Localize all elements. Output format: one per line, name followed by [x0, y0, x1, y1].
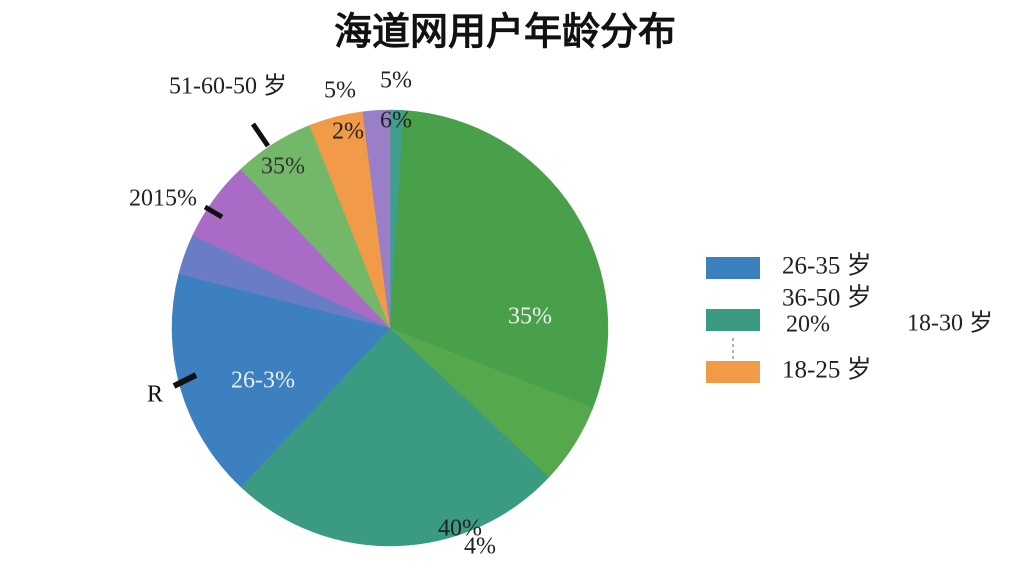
- pie: [171, 109, 609, 547]
- annotation: 35%: [508, 304, 552, 330]
- annotation: 5%: [380, 68, 412, 94]
- annotation: 20%: [786, 312, 830, 338]
- legend: 26-35 岁 36-50 岁 18-25 岁: [706, 252, 872, 384]
- annotation: 35%: [261, 154, 305, 180]
- annotation: R: [147, 382, 163, 408]
- annotations: 51-60-50 岁 5% 5% 2% 6% 35% 2015% 35% 26-3% R 40%4%…: [129, 68, 993, 560]
- annotation: 2%: [332, 119, 364, 145]
- legend-swatch: [706, 257, 760, 279]
- annotation: 2015%: [129, 186, 197, 212]
- legend-label: 36-50 岁: [782, 284, 872, 312]
- leader-line: [203, 204, 224, 220]
- legend-swatch: [706, 309, 760, 331]
- leader-line: [172, 372, 198, 389]
- annotation: 4%: [464, 534, 496, 560]
- legend-label: 18-25 岁: [782, 356, 872, 384]
- annotation: 6%: [380, 108, 412, 134]
- pie-slice: [389, 110, 609, 409]
- annotation: 5%: [324, 78, 356, 104]
- leader-line: [250, 122, 271, 148]
- pie-slice: [240, 327, 550, 547]
- legend-label: 26-35 岁: [782, 252, 872, 280]
- annotation: 51-60-50 岁: [169, 73, 287, 100]
- legend-swatch: [706, 361, 760, 383]
- annotation: 18-30 岁: [907, 310, 993, 337]
- pie-slice: [362, 109, 391, 329]
- annotation: 26-3%: [231, 368, 295, 394]
- pie-slice: [171, 273, 391, 488]
- annotation: 40%: [438, 516, 482, 542]
- chart-title: 海道网用户年龄分布: [334, 10, 676, 54]
